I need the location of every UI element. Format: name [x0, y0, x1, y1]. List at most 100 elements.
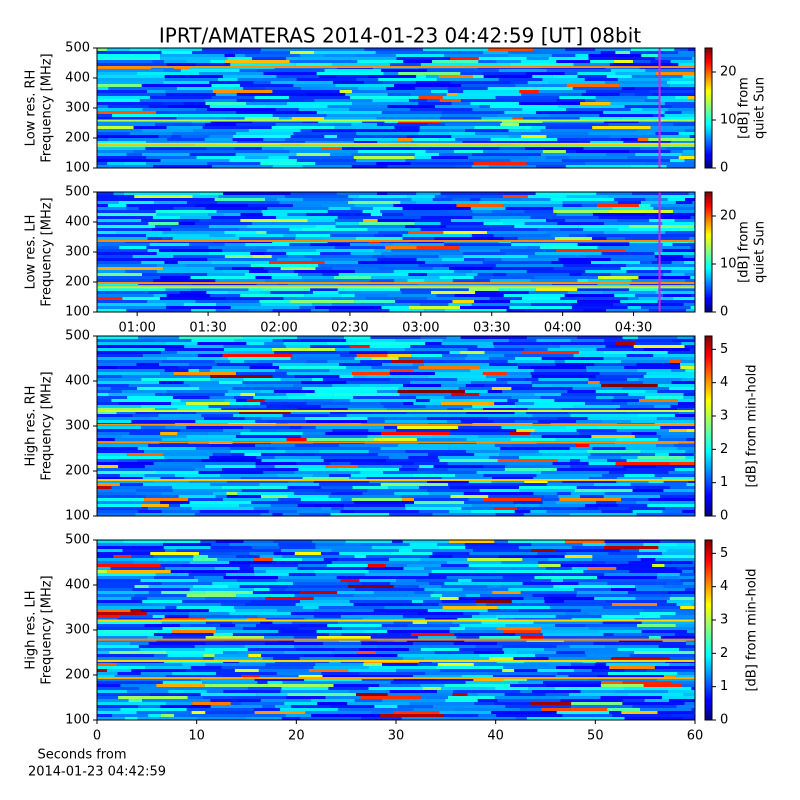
spectrogram-cell: [302, 477, 350, 480]
spectrogram-cell: [265, 570, 314, 573]
spectrogram-cell: [547, 480, 563, 483]
spectrogram-cell: [165, 540, 201, 543]
spectrogram-cell: [537, 669, 574, 672]
spectrogram-cell: [148, 591, 162, 594]
spectrogram-cell: [667, 690, 695, 693]
spectrogram-cell: [118, 402, 172, 405]
spectrogram-cell: [680, 363, 695, 366]
spectrogram-cell: [236, 594, 295, 597]
spectrogram-cell: [493, 201, 563, 204]
spectrogram-cell: [160, 564, 181, 567]
spectrogram-cell: [669, 84, 695, 87]
spectrogram-cell: [97, 429, 143, 432]
x-tick-label: 50: [587, 729, 604, 744]
spectrogram-cell: [289, 426, 302, 429]
spectrogram-cell: [598, 216, 656, 219]
spectrogram-cell: [416, 246, 460, 249]
spectrogram-cell: [466, 450, 486, 453]
spectrogram-cell: [340, 615, 403, 618]
x-tick-label: 03:00: [402, 321, 439, 336]
spectrogram-cell: [192, 195, 219, 198]
spectrogram-cell: [226, 297, 284, 300]
spectrogram-cell: [331, 492, 363, 495]
spectrogram-cell: [387, 630, 450, 633]
spectrogram-cell: [667, 108, 695, 111]
spectrogram-cell: [97, 87, 109, 90]
spectrogram-cell: [585, 99, 596, 102]
spectrogram-cell: [142, 429, 181, 432]
spectrogram-cell: [351, 165, 388, 168]
spectrogram-cell: [683, 393, 695, 396]
spectrogram-cell: [97, 390, 122, 393]
spectrogram-cell: [363, 81, 384, 84]
spectrogram-cell: [545, 684, 601, 687]
spectrogram-cell: [338, 273, 409, 276]
spectrogram-cell: [244, 117, 280, 120]
spectrogram-cell: [137, 459, 202, 462]
spectrogram-cell: [228, 300, 260, 303]
spectrogram-cell: [236, 93, 307, 96]
y-tick-label: 300: [65, 245, 90, 260]
spectrogram-cell: [247, 648, 296, 651]
spectrogram-cell: [335, 348, 406, 351]
spectrogram-cell: [638, 378, 682, 381]
spectrogram-cell: [352, 102, 419, 105]
spectrogram-cell: [666, 81, 695, 84]
spectrogram-cell: [122, 549, 166, 552]
spectrogram-cell: [371, 711, 395, 714]
spectrogram-cell: [97, 603, 152, 606]
spectrogram-cell: [666, 582, 683, 585]
spectrogram-cell: [246, 399, 265, 402]
spectrogram-cell: [518, 486, 577, 489]
spectrogram-cell: [263, 471, 295, 474]
spectrogram-cell: [255, 462, 297, 465]
spectrogram-cell: [294, 471, 361, 474]
spectrogram-cell: [456, 636, 480, 639]
spectrogram-cell: [662, 249, 695, 252]
spectrogram-cell: [189, 588, 254, 591]
spectrogram-cell: [247, 687, 282, 690]
spectrogram-cell: [97, 381, 160, 384]
spectrogram-cell: [482, 72, 526, 75]
spectrogram-cell: [260, 675, 299, 678]
spectrogram-cell: [283, 234, 296, 237]
colorbar-label: [dB] from min-hold: [745, 364, 760, 487]
spectrogram-cell: [215, 540, 244, 543]
y-axis-label: Low res. RH: [24, 70, 39, 147]
spectrogram-cell: [666, 165, 695, 168]
spectrogram-cell: [567, 291, 604, 294]
spectrogram-cell: [465, 681, 519, 684]
spectrogram-cell: [97, 372, 161, 375]
spectrogram-cell: [423, 600, 442, 603]
spectrogram-cell: [263, 267, 281, 270]
spectrogram-cell: [541, 471, 609, 474]
spectrogram-cell: [164, 369, 189, 372]
spectrogram-cell: [314, 99, 373, 102]
spectrogram-cell: [620, 405, 655, 408]
spectrogram-cell: [502, 630, 541, 633]
spectrogram-cell: [478, 435, 542, 438]
spectrogram-cell: [195, 300, 229, 303]
spectrogram-cell: [483, 408, 528, 411]
spectrogram-cell: [413, 498, 469, 501]
spectrogram-cell: [689, 237, 695, 240]
spectrogram-cell: [248, 309, 273, 312]
spectrogram-cell: [153, 633, 214, 636]
spectrogram-cell: [657, 603, 677, 606]
spectrogram-cell: [320, 204, 355, 207]
spectrogram-cell: [601, 510, 633, 513]
spectrogram-cell: [437, 543, 465, 546]
spectrogram-cell: [228, 585, 240, 588]
spectrogram-cell: [186, 435, 236, 438]
spectrogram-cell: [97, 468, 152, 471]
spectrogram-cell: [409, 702, 446, 705]
spectrogram-cell: [554, 237, 593, 240]
spectrogram-cell: [97, 543, 164, 546]
spectrogram-cell: [305, 711, 372, 714]
spectrogram-cell: [442, 264, 496, 267]
spectrogram-cell: [570, 414, 637, 417]
spectrogram-cell: [670, 78, 695, 81]
spectrogram-cell: [223, 213, 241, 216]
spectrogram-cell: [516, 429, 535, 432]
spectrogram-cell: [155, 393, 225, 396]
